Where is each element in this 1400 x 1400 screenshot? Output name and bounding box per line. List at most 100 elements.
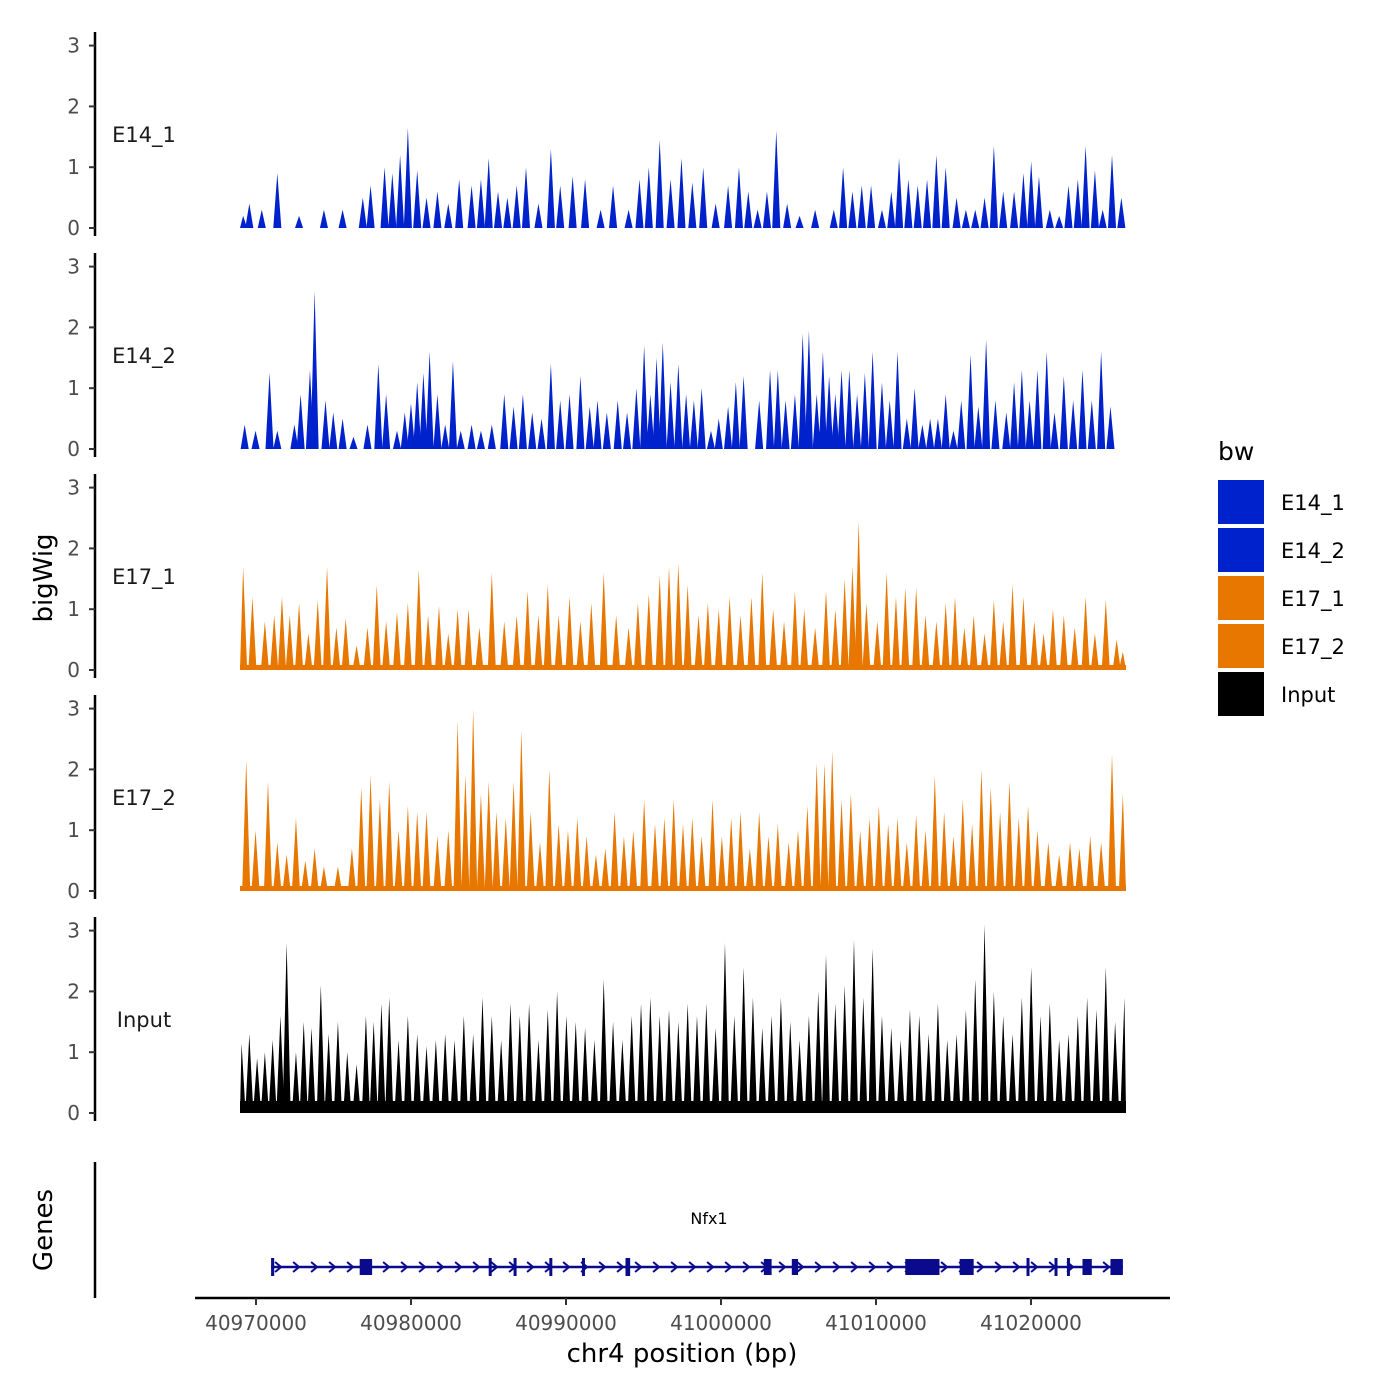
strand-arrow <box>814 1261 823 1273</box>
coverage-peak <box>1030 621 1039 670</box>
coverage-peak <box>521 167 531 228</box>
coverage-peak <box>459 1015 468 1113</box>
coverage-peak <box>640 799 649 891</box>
coverage-peak <box>849 939 859 1113</box>
coverage-peak <box>941 394 950 449</box>
coverage-peak <box>831 1003 840 1113</box>
coverage-peak <box>1017 997 1026 1113</box>
strand-arrow <box>274 1261 283 1273</box>
coverage-peak <box>758 572 767 670</box>
coverage-peak <box>1008 1033 1017 1113</box>
gene-exon <box>1066 1258 1070 1276</box>
coverage-peak <box>633 603 642 670</box>
coverage-peak <box>518 394 527 449</box>
coverage-peak <box>585 406 594 449</box>
coverage-peak <box>666 179 675 228</box>
coverage-baseline <box>240 1101 1126 1113</box>
coverage-peak <box>776 997 785 1113</box>
strand-arrow <box>706 1261 715 1273</box>
coverage-peak <box>352 1064 361 1113</box>
coverage-peak <box>674 1021 683 1113</box>
coverage-peak <box>624 627 633 670</box>
coverage-peak <box>706 430 716 449</box>
strand-arrow <box>652 1261 661 1273</box>
coverage-peak <box>372 584 381 670</box>
legend-label: E17_1 <box>1281 587 1345 612</box>
coverage-peak <box>779 621 789 670</box>
coverage-peak <box>640 345 649 449</box>
coverage-peak <box>313 600 322 670</box>
coverage-peak <box>419 373 428 449</box>
coverage-peak <box>526 811 535 891</box>
coverage-peak <box>758 1027 767 1113</box>
coverage-peak <box>576 621 585 670</box>
coverage-peak <box>599 572 608 670</box>
coverage-peak <box>783 203 792 228</box>
coverage-peak <box>400 412 409 449</box>
coverage-peak <box>966 354 975 449</box>
coverage-peak <box>739 967 748 1113</box>
coverage-peak <box>587 603 596 670</box>
coverage-peak <box>674 563 683 670</box>
coverage-peak <box>980 633 989 670</box>
coverage-peak <box>240 424 249 449</box>
coverage-peak <box>624 209 633 228</box>
coverage-peak <box>699 167 708 228</box>
coverage-peak <box>999 621 1008 670</box>
y-tick-label: 3 <box>67 34 80 58</box>
coverage-peak <box>1069 400 1078 449</box>
coverage-peak <box>969 615 978 670</box>
coverage-peak <box>790 394 799 449</box>
coverage-peak <box>357 787 366 891</box>
coverage-peak <box>525 1003 534 1113</box>
track-label: Input <box>117 1008 171 1032</box>
coverage-peak <box>528 412 537 449</box>
coverage-peak <box>453 720 462 891</box>
coverage-peak <box>612 615 621 670</box>
strand-arrow <box>598 1261 607 1273</box>
coverage-peak <box>949 430 958 449</box>
coverage-peak <box>240 215 248 228</box>
coverage-peak <box>857 185 866 228</box>
coverage-peak <box>714 609 723 670</box>
coverage-peak <box>565 597 574 670</box>
gene-exon <box>763 1259 772 1275</box>
coverage-peak <box>697 388 706 449</box>
coverage-peak <box>517 729 526 891</box>
coverage-peak <box>873 621 882 670</box>
coverage-peak <box>717 836 726 891</box>
coverage-peak <box>664 1009 674 1113</box>
coverage-peak <box>902 842 911 891</box>
coverage-peak <box>406 403 416 449</box>
coverage-peak <box>596 209 605 228</box>
strand-arrow <box>778 1261 787 1273</box>
coverage-peak <box>602 412 611 449</box>
strand-arrow <box>526 1261 535 1273</box>
coverage-peak <box>1075 848 1084 891</box>
coverage-peak <box>324 1033 333 1113</box>
track-label: E14_2 <box>112 344 176 369</box>
coverage-peak <box>755 400 764 449</box>
coverage-peak <box>895 158 904 228</box>
coverage-peak <box>333 866 342 891</box>
coverage-peak <box>565 394 574 449</box>
coverage-peak <box>853 394 862 449</box>
coverage-peak <box>697 836 706 891</box>
coverage-peak <box>893 351 902 449</box>
coverage-peak <box>1081 597 1090 670</box>
coverage-peak <box>619 836 628 891</box>
coverage-peak <box>424 615 433 670</box>
gene-exon <box>581 1258 585 1276</box>
x-tick-label: 41000000 <box>670 1311 772 1335</box>
coverage-peak <box>377 1003 386 1113</box>
coverage-peak <box>725 597 734 670</box>
coverage-peak <box>636 1003 646 1113</box>
coverage-peak <box>960 627 969 670</box>
coverage-peak <box>500 394 509 449</box>
coverage-peak <box>1019 597 1028 670</box>
coverage-peak <box>926 418 935 449</box>
coverage-peak <box>1083 997 1092 1113</box>
gene-exon <box>1082 1259 1092 1275</box>
coverage-peak <box>1036 1015 1045 1113</box>
coverage-peak <box>933 1003 942 1113</box>
